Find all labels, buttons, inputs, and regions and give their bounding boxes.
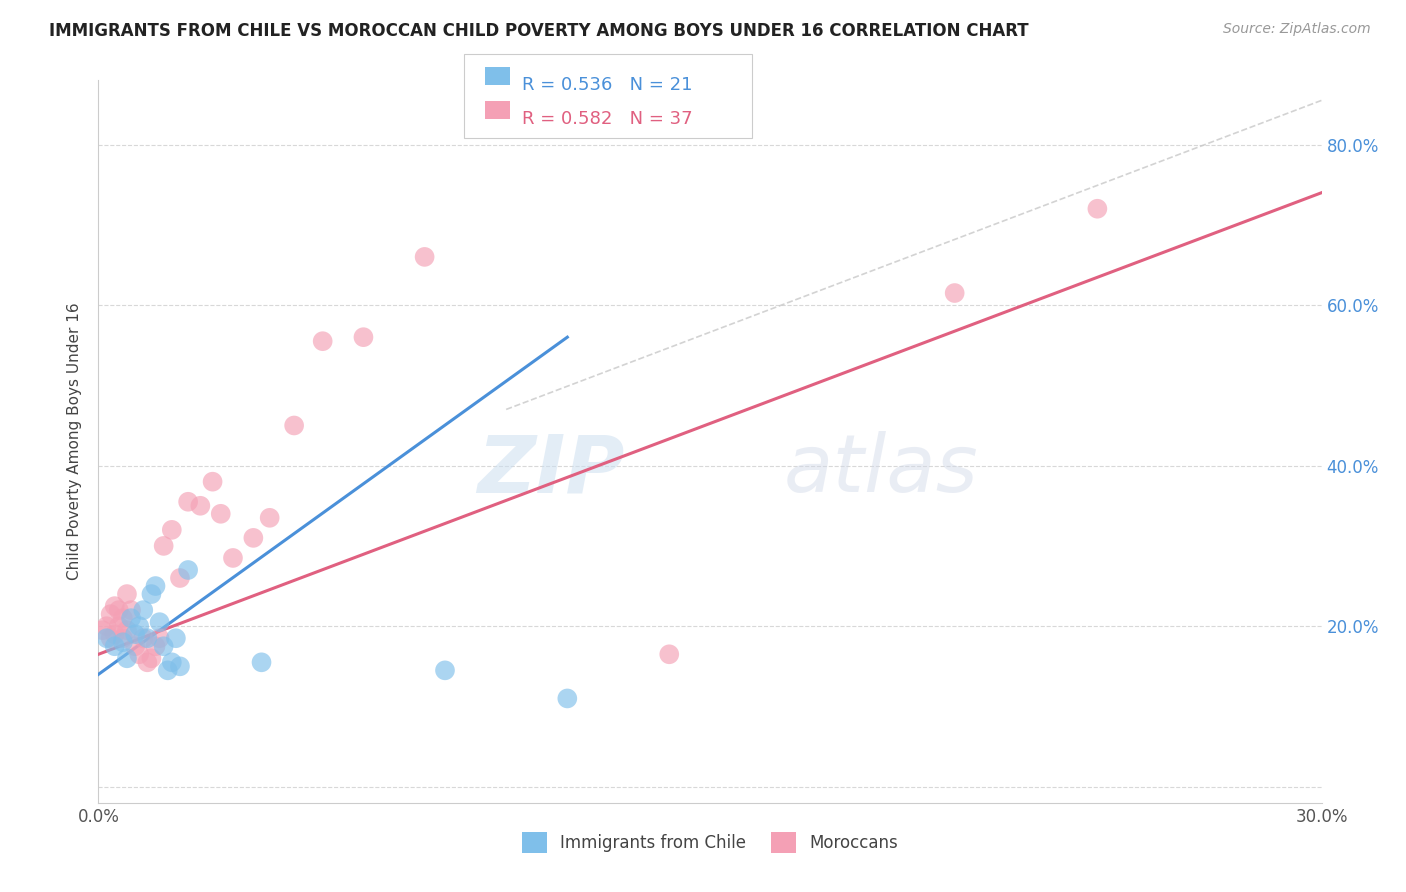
Point bbox=[250, 655, 273, 669]
Point bbox=[96, 619, 118, 633]
Point bbox=[209, 507, 232, 521]
Point bbox=[100, 607, 122, 621]
Point bbox=[120, 603, 142, 617]
Point bbox=[160, 655, 183, 669]
Point bbox=[132, 603, 155, 617]
Text: R = 0.536   N = 21: R = 0.536 N = 21 bbox=[522, 76, 692, 94]
Point bbox=[115, 651, 138, 665]
Point bbox=[152, 639, 174, 653]
Point bbox=[283, 418, 305, 433]
Point bbox=[312, 334, 335, 348]
Point bbox=[128, 619, 150, 633]
Text: ZIP: ZIP bbox=[477, 432, 624, 509]
Point bbox=[413, 250, 436, 264]
Point bbox=[152, 539, 174, 553]
Point bbox=[177, 494, 200, 508]
Point bbox=[160, 523, 183, 537]
Point bbox=[124, 627, 146, 641]
Point bbox=[1085, 202, 1108, 216]
Point bbox=[141, 651, 163, 665]
Point bbox=[136, 655, 159, 669]
Point bbox=[177, 563, 200, 577]
Point bbox=[96, 632, 118, 646]
Point bbox=[124, 639, 146, 653]
Point bbox=[104, 599, 127, 614]
Point bbox=[111, 635, 134, 649]
Point bbox=[169, 571, 191, 585]
Point bbox=[169, 659, 191, 673]
Point bbox=[108, 603, 131, 617]
Point bbox=[943, 285, 966, 300]
Point bbox=[201, 475, 224, 489]
Point bbox=[434, 664, 457, 678]
Point bbox=[115, 587, 138, 601]
Point bbox=[91, 623, 114, 637]
Point bbox=[149, 632, 172, 646]
Point bbox=[145, 579, 167, 593]
Point bbox=[188, 499, 212, 513]
Point bbox=[115, 623, 138, 637]
Point bbox=[555, 691, 579, 706]
Point bbox=[141, 587, 163, 601]
Y-axis label: Child Poverty Among Boys Under 16: Child Poverty Among Boys Under 16 bbox=[67, 302, 83, 581]
Point bbox=[128, 648, 150, 662]
Text: R = 0.582   N = 37: R = 0.582 N = 37 bbox=[522, 110, 692, 128]
Point bbox=[108, 619, 131, 633]
Point bbox=[104, 627, 127, 641]
Text: IMMIGRANTS FROM CHILE VS MOROCCAN CHILD POVERTY AMONG BOYS UNDER 16 CORRELATION : IMMIGRANTS FROM CHILE VS MOROCCAN CHILD … bbox=[49, 22, 1029, 40]
Point bbox=[136, 632, 159, 646]
Point bbox=[156, 664, 179, 678]
Point bbox=[120, 611, 142, 625]
Point bbox=[104, 639, 127, 653]
Point bbox=[165, 632, 187, 646]
Legend: Immigrants from Chile, Moroccans: Immigrants from Chile, Moroccans bbox=[515, 826, 905, 860]
Point bbox=[149, 615, 172, 630]
Point bbox=[111, 632, 134, 646]
Point bbox=[658, 648, 681, 662]
Point bbox=[352, 330, 374, 344]
Point bbox=[242, 531, 264, 545]
Point bbox=[145, 639, 167, 653]
Point bbox=[222, 551, 245, 566]
Point bbox=[259, 510, 281, 524]
Point bbox=[111, 611, 134, 625]
Text: atlas: atlas bbox=[783, 432, 979, 509]
Text: Source: ZipAtlas.com: Source: ZipAtlas.com bbox=[1223, 22, 1371, 37]
Point bbox=[100, 632, 122, 646]
Point bbox=[132, 632, 155, 646]
